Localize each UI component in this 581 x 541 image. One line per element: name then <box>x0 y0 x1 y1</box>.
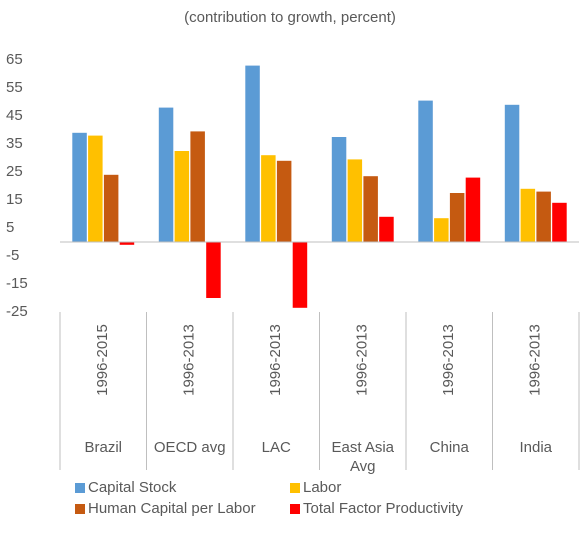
category-label: India <box>519 439 553 456</box>
legend-label: Human Capital per Labor <box>88 500 256 517</box>
y-tick-label: -15 <box>6 275 28 292</box>
chart-title: (contribution to growth, percent) <box>184 9 396 26</box>
period-label: 1996-2013 <box>181 324 198 396</box>
y-tick-label: -5 <box>6 247 19 264</box>
bar <box>103 174 119 242</box>
legend-label: Capital Stock <box>88 479 177 496</box>
bar <box>158 107 174 242</box>
period-label: 1996-2013 <box>440 324 457 396</box>
bar <box>72 132 87 242</box>
bar <box>245 65 260 242</box>
legend-label: Labor <box>303 479 341 496</box>
bar <box>88 135 103 242</box>
y-tick-label: -25 <box>6 303 28 320</box>
period-label: 1996-2013 <box>527 324 544 396</box>
bar <box>119 242 135 245</box>
bar <box>331 137 347 242</box>
period-label: 1996-2013 <box>354 324 371 396</box>
category-label: OECD avg <box>153 439 226 456</box>
bar <box>174 151 190 242</box>
bar <box>261 155 276 242</box>
bar <box>292 242 308 308</box>
y-tick-label: 55 <box>6 79 23 96</box>
bar <box>434 218 449 242</box>
bar <box>363 176 378 242</box>
y-tick-label: 65 <box>6 51 23 68</box>
bar <box>520 188 536 242</box>
bar <box>536 191 551 242</box>
category-label: East Asia Avg <box>331 439 395 475</box>
bar <box>276 160 292 242</box>
category-label: LAC <box>261 439 291 456</box>
y-tick-label: 5 <box>6 219 14 236</box>
bar <box>206 242 221 298</box>
bar <box>552 202 567 242</box>
category-label: Brazil <box>84 439 122 456</box>
bar <box>347 159 363 242</box>
bar <box>418 100 433 242</box>
y-tick-label: 25 <box>6 163 23 180</box>
legend-swatch <box>290 504 300 514</box>
bar <box>504 104 520 242</box>
category-label: China <box>429 439 469 456</box>
period-label: 1996-2015 <box>94 324 111 396</box>
y-tick-label: 35 <box>6 135 23 152</box>
y-tick-label: 45 <box>6 107 23 124</box>
bar <box>379 216 394 242</box>
legend-label: Total Factor Productivity <box>303 500 464 517</box>
legend-swatch <box>75 483 85 493</box>
y-tick-label: 15 <box>6 191 23 208</box>
bar <box>465 177 481 242</box>
period-label: 1996-2013 <box>267 324 284 396</box>
legend-swatch <box>75 504 85 514</box>
bar <box>449 193 465 242</box>
bar <box>190 131 205 242</box>
legend-swatch <box>290 483 300 493</box>
